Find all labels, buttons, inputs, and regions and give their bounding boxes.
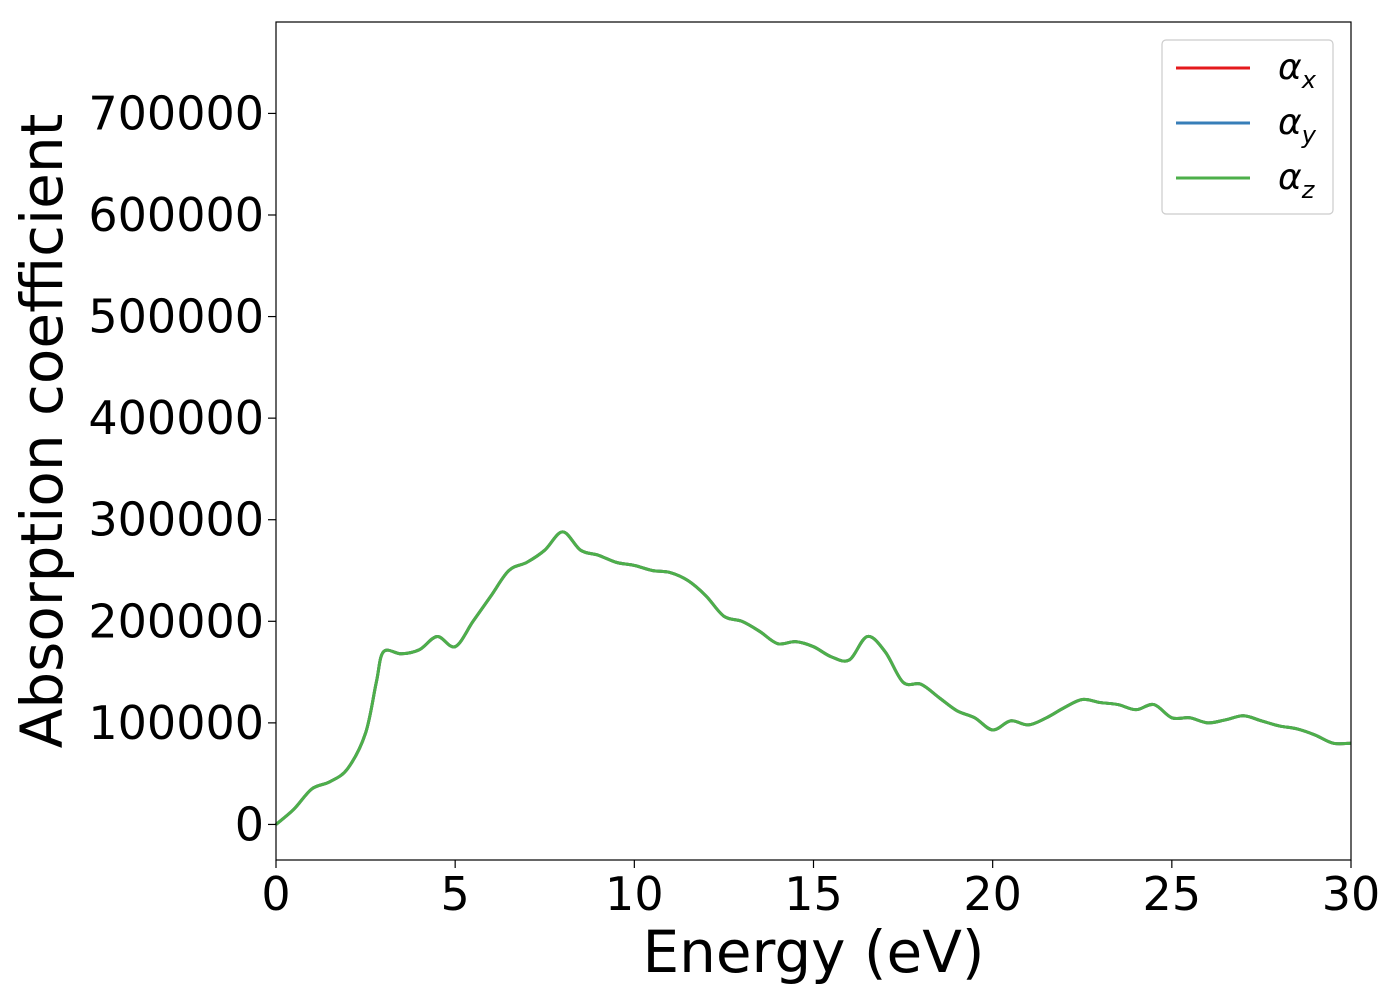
- legend-label-z: αz: [1278, 157, 1316, 204]
- y-tick-label: 700000: [88, 86, 264, 140]
- x-tick-label: 5: [441, 867, 470, 921]
- y-tick-label: 0: [235, 797, 264, 851]
- legend-label-x: αx: [1278, 47, 1317, 94]
- y-axis-ticks: 0 100000 200000 300000 400000 500000 600000 700…: [88, 86, 276, 851]
- x-tick-label: 30: [1322, 867, 1381, 921]
- y-tick-label: 600000: [88, 188, 264, 242]
- x-axis-title: Energy (eV): [642, 918, 984, 986]
- y-tick-label: 100000: [88, 696, 264, 750]
- x-tick-label: 20: [963, 867, 1022, 921]
- legend-label-y: αy: [1278, 102, 1317, 149]
- legend-box: [1161, 39, 1334, 215]
- legend: αx αy αz: [1161, 39, 1334, 215]
- series-layer: [275, 530, 1352, 826]
- y-tick-label: 200000: [88, 594, 264, 648]
- series-line-y: [275, 530, 1352, 826]
- x-tick-label: 25: [1143, 867, 1202, 921]
- y-tick-label: 400000: [88, 391, 264, 445]
- x-axis-ticks: 0 5 10 15 20 25 30: [261, 860, 1380, 921]
- y-tick-label: 300000: [88, 493, 264, 547]
- series-line-x: [275, 530, 1352, 826]
- y-axis-title: Absorption coefficient: [8, 114, 76, 749]
- y-tick-label: 500000: [88, 290, 264, 344]
- x-tick-label: 10: [605, 867, 664, 921]
- x-tick-label: 15: [784, 867, 843, 921]
- x-tick-label: 0: [261, 867, 290, 921]
- series-line-z: [275, 530, 1352, 826]
